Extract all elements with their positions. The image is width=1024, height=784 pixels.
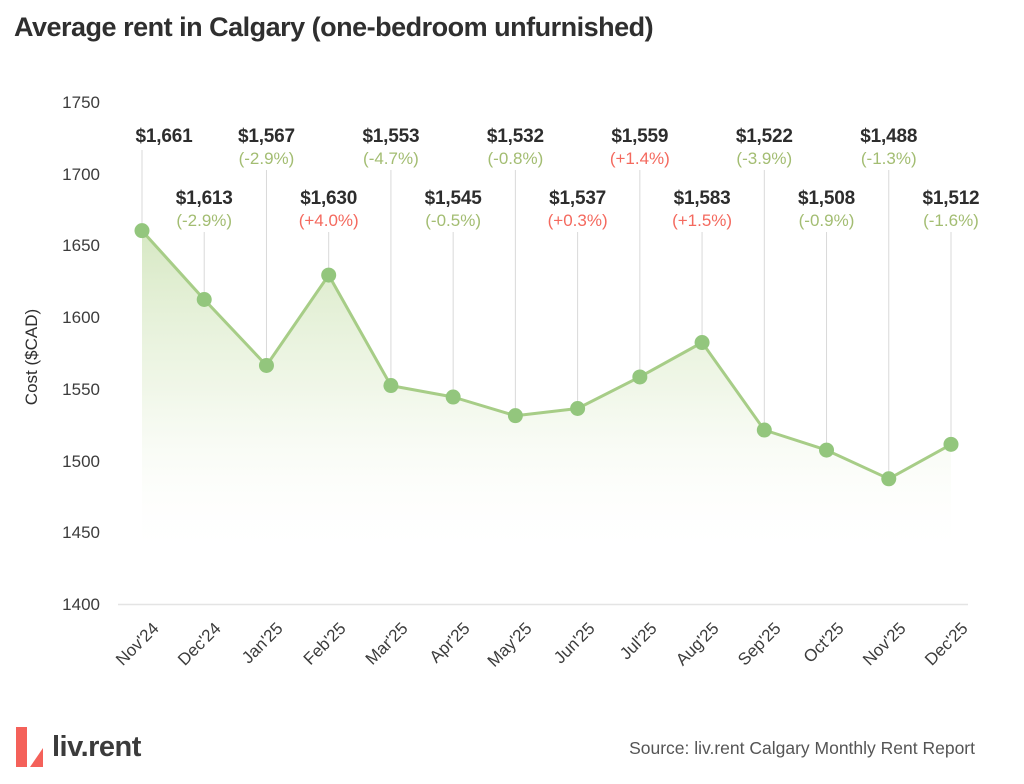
point-value-label: $1,583 — [673, 188, 731, 209]
point-value-label: $1,545 — [424, 188, 482, 209]
point-value-label: $1,537 — [549, 188, 607, 209]
point-percent-label: (-2.9%) — [176, 211, 233, 230]
y-axis-tick: 1400 — [62, 595, 100, 614]
point-value-label: $1,559 — [611, 126, 669, 147]
point-value-label: $1,508 — [798, 188, 855, 209]
data-point-marker — [196, 291, 212, 307]
point-value-label: $1,532 — [486, 126, 544, 147]
point-percent-label: (-4.7%) — [363, 149, 419, 168]
point-percent-label: (-0.8%) — [487, 149, 544, 168]
point-percent-label: (-1.6%) — [923, 211, 979, 230]
point-value-label: $1,553 — [362, 126, 420, 147]
point-value-label: $1,567 — [237, 126, 295, 147]
point-value-label: $1,661 — [135, 126, 193, 147]
y-axis-title: Cost ($CAD) — [22, 308, 41, 406]
data-point-marker — [134, 223, 150, 239]
point-value-label: $1,522 — [735, 126, 793, 147]
y-axis-tick: 1750 — [62, 93, 100, 112]
point-percent-label: (+1.4%) — [609, 149, 670, 168]
point-value-label: $1,488 — [860, 126, 918, 147]
data-point-marker — [570, 401, 586, 417]
point-value-label: $1,512 — [922, 188, 980, 209]
data-point-marker — [383, 378, 399, 394]
data-point-marker — [881, 471, 897, 487]
data-point-marker — [258, 357, 274, 373]
data-point-marker — [756, 422, 772, 438]
data-point-marker — [321, 267, 337, 283]
data-point-marker — [819, 442, 835, 458]
point-percent-label: (-1.3%) — [860, 149, 917, 168]
y-axis-tick: 1700 — [62, 164, 100, 184]
data-point-marker — [445, 389, 461, 405]
area-fill — [142, 230, 951, 565]
rent-trend-line — [140, 229, 953, 481]
brand-name: liv.rent — [52, 730, 141, 763]
data-point-marker — [694, 335, 710, 351]
data-point-marker — [632, 369, 648, 385]
plot-svg — [118, 150, 968, 606]
point-percent-label: (-2.9%) — [238, 149, 295, 168]
point-value-label: $1,630 — [300, 188, 358, 209]
y-axis-tick: 1650 — [62, 236, 100, 256]
point-percent-label: (+1.5%) — [672, 211, 733, 230]
point-percent-label: (+4.0%) — [298, 211, 359, 230]
y-axis-tick: 1600 — [62, 308, 100, 328]
brand-logo: liv.rent — [14, 727, 141, 767]
point-percent-label: (-0.5%) — [425, 211, 481, 230]
data-point-marker — [507, 408, 523, 424]
y-axis-tick: 1550 — [62, 379, 100, 399]
point-percent-label: (-0.9%) — [798, 211, 855, 230]
point-percent-label: (-3.9%) — [736, 149, 793, 168]
y-axis-tick: 1450 — [62, 523, 100, 543]
data-point-marker — [943, 436, 959, 452]
source-attribution: Source: liv.rent Calgary Monthly Rent Re… — [629, 738, 975, 758]
chart-title: Average rent in Calgary (one-bedroom unf… — [14, 12, 654, 42]
livrent-logo-icon — [16, 727, 43, 767]
y-axis-tick: 1500 — [62, 451, 100, 471]
point-value-label: $1,613 — [175, 188, 233, 209]
point-percent-label: (+0.3%) — [547, 211, 608, 230]
